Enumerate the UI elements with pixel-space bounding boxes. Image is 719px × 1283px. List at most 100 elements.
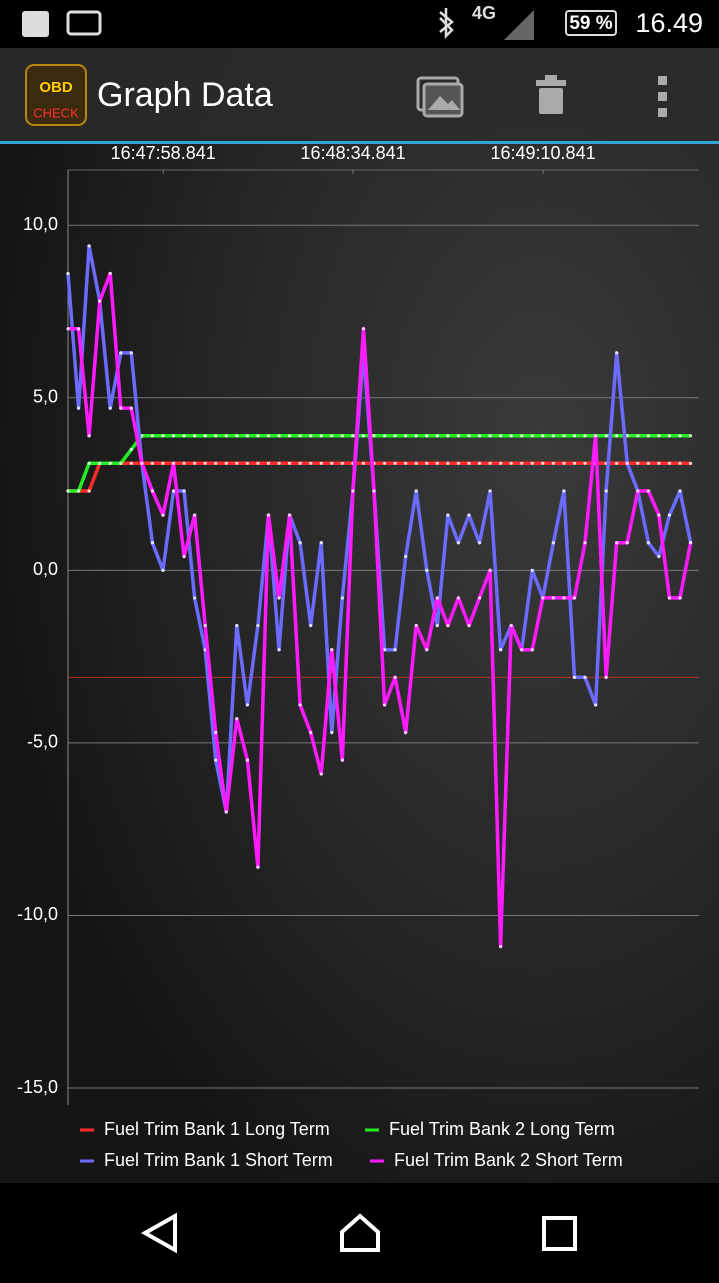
data-point — [361, 461, 366, 465]
data-point — [87, 434, 91, 438]
data-point — [266, 461, 271, 465]
data-point — [625, 541, 629, 545]
back-button[interactable] — [140, 1212, 177, 1254]
data-point — [214, 461, 218, 465]
data-point — [235, 434, 239, 438]
data-point — [340, 434, 344, 438]
data-point — [119, 351, 123, 355]
data-point — [688, 541, 693, 545]
data-point — [446, 513, 450, 517]
data-point — [530, 568, 534, 572]
data-point — [604, 675, 608, 679]
data-point — [404, 461, 408, 465]
data-point — [562, 434, 566, 438]
data-point — [340, 758, 344, 762]
data-point — [446, 623, 450, 628]
data-point — [435, 461, 439, 465]
data-point — [625, 434, 629, 438]
data-point — [87, 489, 91, 493]
recents-button[interactable] — [542, 1216, 577, 1251]
data-point — [604, 489, 608, 493]
data-point — [572, 596, 577, 600]
data-point — [499, 944, 503, 949]
data-point — [488, 434, 492, 438]
data-point — [129, 447, 133, 452]
data-point — [425, 434, 429, 438]
home-button[interactable] — [340, 1213, 380, 1252]
data-point — [87, 461, 91, 465]
data-point — [393, 675, 397, 679]
data-point — [161, 513, 165, 517]
notification-icon — [66, 10, 102, 36]
data-point — [351, 434, 355, 438]
data-point — [245, 703, 249, 707]
data-point — [182, 554, 186, 559]
data-point — [108, 461, 112, 465]
data-point — [361, 434, 366, 438]
navigation-bar — [0, 1183, 719, 1278]
data-point — [541, 434, 545, 438]
data-point — [361, 327, 366, 331]
data-point — [678, 596, 682, 600]
data-point — [171, 434, 176, 438]
network-type: 4G — [472, 3, 496, 23]
data-point — [150, 541, 155, 545]
data-point — [446, 461, 450, 465]
data-point — [287, 461, 292, 465]
data-point — [646, 489, 650, 493]
data-point — [235, 623, 239, 628]
data-point — [319, 461, 323, 465]
data-point — [530, 648, 534, 652]
data-point — [467, 623, 471, 628]
data-point — [488, 461, 492, 465]
data-point — [541, 461, 545, 465]
clock: 16.49 — [635, 8, 703, 38]
data-point — [551, 541, 555, 545]
app-title: Graph Data — [97, 76, 273, 114]
data-point — [235, 461, 239, 465]
data-point — [414, 461, 418, 465]
app-icon[interactable] — [25, 64, 87, 126]
data-point — [393, 461, 397, 465]
overflow-menu[interactable] — [658, 76, 667, 117]
data-point — [76, 327, 81, 331]
data-point — [108, 406, 112, 410]
data-point — [562, 596, 566, 600]
data-point — [435, 623, 439, 628]
data-point — [203, 623, 207, 628]
data-point — [382, 703, 387, 707]
data-point — [309, 461, 313, 465]
data-point — [129, 406, 133, 410]
data-point — [667, 513, 672, 517]
data-point — [688, 461, 693, 465]
data-point — [245, 434, 249, 438]
y-tick-label: -5,0 — [27, 732, 58, 752]
data-point — [340, 461, 344, 465]
data-point — [203, 461, 207, 465]
data-point — [372, 434, 376, 438]
data-point — [98, 299, 102, 303]
data-point — [256, 865, 260, 869]
battery-level: 59 % — [569, 13, 612, 34]
signal-icon — [504, 10, 534, 40]
data-point — [488, 489, 492, 493]
gallery-button[interactable] — [416, 76, 464, 118]
data-point — [414, 434, 418, 438]
data-point — [76, 406, 81, 410]
data-point — [330, 648, 334, 652]
data-point — [467, 434, 471, 438]
data-point — [467, 513, 471, 517]
data-point — [615, 541, 619, 545]
data-point — [435, 596, 439, 600]
data-point — [224, 810, 228, 814]
data-point — [150, 489, 155, 493]
data-point — [298, 461, 302, 465]
data-point — [66, 271, 70, 276]
data-point — [499, 434, 503, 438]
data-point — [435, 434, 439, 438]
data-point — [583, 675, 587, 679]
data-point — [425, 461, 429, 465]
delete-button[interactable] — [536, 75, 566, 114]
data-point — [414, 489, 418, 493]
